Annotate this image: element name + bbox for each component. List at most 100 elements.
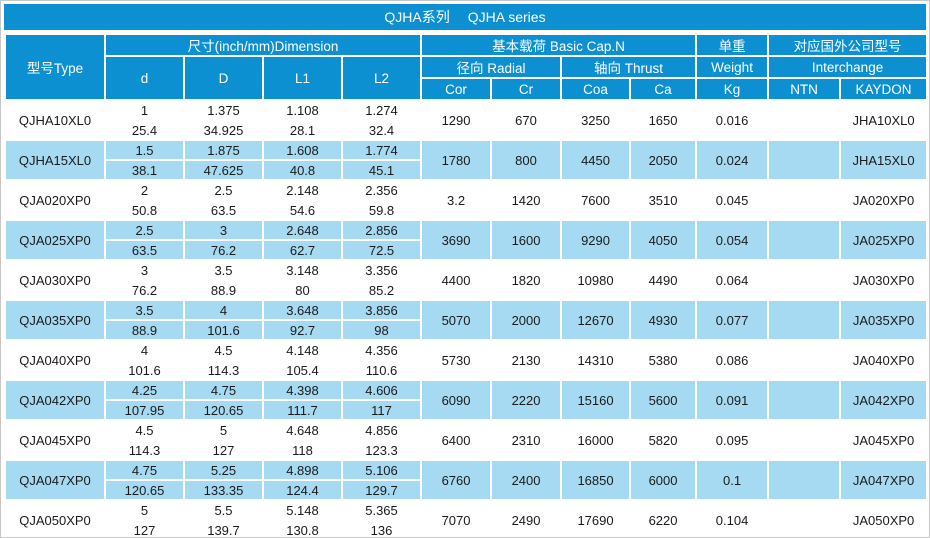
weight-cell: 0.064 (695, 259, 770, 301)
kaydon-cell: JA042XP0 (839, 379, 929, 421)
dim-mm-cell-L2: 98 (340, 319, 423, 341)
cap-cell-ca: 4050 (629, 219, 698, 261)
dim-mm-cell-d: 127 (104, 519, 185, 537)
weight-cell: 0.024 (695, 139, 770, 181)
dim-mm-cell-L1: 92.7 (262, 319, 343, 341)
cap-cell-ca: 2050 (629, 139, 698, 181)
dim-inch-cell-D: 4 (183, 299, 264, 321)
dim-inch-cell-D: 1.875 (183, 139, 264, 161)
cap-cell-coa: 16850 (560, 459, 632, 501)
table-row: QJA042XP0 4.25 4.75 4.398 4.606 6090 2220 15160… (4, 379, 929, 421)
table-row-mm: 25.4 34.925 28.1 32.4 (5, 119, 927, 141)
ntn-cell (767, 139, 842, 181)
dim-mm-cell-L1: 80 (262, 279, 343, 301)
table-row-mm: 107.95 120.65 111.7 117 (5, 399, 927, 421)
col-header-thrust: 轴向 Thrust (560, 55, 698, 79)
dim-mm-cell-d: 50.8 (104, 199, 185, 221)
dim-inch-cell-L1: 4.398 (262, 379, 343, 401)
dim-inch-cell-D: 2.5 (183, 179, 264, 201)
series-title-cn: QJHA系列 (384, 9, 450, 25)
col-header-L1: L1 (262, 55, 343, 101)
cap-cell-coa: 10980 (560, 259, 632, 301)
cap-cell-cr: 800 (490, 139, 563, 181)
table-row: QJA025XP0 2.5 3 2.648 2.856 3690 1600 9290 4050 0… (4, 219, 929, 261)
dim-inch-cell-D: 3.5 (183, 259, 264, 281)
dim-mm-cell-L2: 85.2 (340, 279, 423, 301)
kaydon-cell: JA050XP0 (839, 499, 929, 537)
dim-inch-cell-d: 1.5 (104, 139, 185, 161)
table-row-mm: 120.65 133.35 124.4 129.7 (5, 479, 927, 501)
dim-mm-cell-L1: 28.1 (262, 119, 343, 141)
table-row: QJA050XP0 5 5.5 5.148 5.365 7070 2490 17690 6220… (4, 499, 929, 537)
dim-mm-cell-d: 88.9 (104, 319, 185, 341)
dim-mm-cell-L1: 54.6 (262, 199, 343, 221)
dim-inch-cell-D: 4.5 (183, 339, 264, 361)
dim-mm-cell-L2: 59.8 (340, 199, 423, 221)
ntn-cell (767, 219, 842, 261)
series-title-bar: QJHA系列 QJHA series (4, 4, 926, 30)
dim-inch-cell-L2: 2.356 (340, 179, 423, 201)
col-header-dimension: 尺寸(inch/mm)Dimension (103, 33, 423, 57)
table-row-mm: 38.1 47.625 40.8 45.1 (5, 159, 927, 181)
dim-mm-cell-D: 127 (183, 439, 264, 461)
dim-inch-cell-D: 5 (183, 419, 264, 441)
dim-inch-cell-D: 4.75 (183, 379, 264, 401)
model-cell: QJA042XP0 (4, 379, 106, 421)
table-row: QJHA15XL0 1.5 1.875 1.608 1.774 1780 800 4450 20… (4, 139, 929, 181)
cap-cell-cr: 1420 (490, 179, 563, 221)
table-row-mm: 50.8 63.5 54.6 59.8 (5, 199, 927, 221)
table-row-mm: 127 139.7 130.8 136 (5, 519, 927, 537)
dim-inch-cell-L2: 1.274 (340, 99, 423, 121)
cap-cell-ca: 1650 (629, 99, 698, 141)
dim-mm-cell-d: 120.65 (104, 479, 185, 501)
dim-mm-cell-d: 107.95 (104, 399, 185, 421)
cap-cell-cr: 2490 (490, 499, 563, 537)
ntn-cell (767, 339, 842, 381)
cap-cell-ca: 3510 (629, 179, 698, 221)
col-header-interchange-cn: 对应国外公司型号 (767, 33, 929, 57)
cap-cell-coa: 16000 (560, 419, 632, 461)
kaydon-cell: JA047XP0 (839, 459, 929, 501)
dim-inch-cell-D: 5.5 (183, 499, 264, 521)
cap-cell-coa: 3250 (560, 99, 632, 141)
cap-cell-ca: 6000 (629, 459, 698, 501)
table-row-mm: 114.3 127 118 123.3 (5, 439, 927, 461)
table-row: QJA030XP0 3 3.5 3.148 3.356 4400 1820 10980 4490… (4, 259, 929, 301)
col-header-radial: 径向 Radial (420, 55, 563, 79)
model-cell: QJA047XP0 (4, 459, 106, 501)
dim-inch-cell-L1: 4.648 (262, 419, 343, 441)
kaydon-cell: JA035XP0 (839, 299, 929, 341)
table-row: QJA045XP0 4.5 5 4.648 4.856 6400 2310 16000 5820… (4, 419, 929, 461)
model-cell: QJA035XP0 (4, 299, 106, 341)
table-row: QJA020XP0 2 2.5 2.148 2.356 3.2 1420 7600 3510 0.… (4, 179, 929, 221)
cap-cell-cor: 5730 (420, 339, 493, 381)
dim-inch-cell-L2: 5.106 (340, 459, 423, 481)
cap-cell-cor: 5070 (420, 299, 493, 341)
ntn-cell (767, 99, 842, 141)
dim-mm-cell-d: 63.5 (104, 239, 185, 261)
col-header-d: d (104, 55, 185, 101)
dim-mm-cell-L2: 72.5 (340, 239, 423, 261)
cap-cell-cor: 6090 (420, 379, 493, 421)
table-header: 型号Type 尺寸(inch/mm)Dimension 基本载荷 Basic C… (4, 33, 929, 101)
kaydon-cell: JA025XP0 (839, 219, 929, 261)
cap-cell-cr: 2000 (490, 299, 563, 341)
dim-mm-cell-D: 34.925 (183, 119, 264, 141)
dim-mm-cell-d: 114.3 (104, 439, 185, 461)
dim-inch-cell-L2: 1.774 (340, 139, 423, 161)
dim-inch-cell-L1: 4.898 (262, 459, 343, 481)
dim-inch-cell-L2: 4.606 (340, 379, 423, 401)
cap-cell-cor: 1290 (420, 99, 493, 141)
model-cell: QJHA10XL0 (4, 99, 106, 141)
model-cell: QJA020XP0 (4, 179, 106, 221)
cap-cell-cr: 2310 (490, 419, 563, 461)
dim-mm-cell-L2: 45.1 (340, 159, 423, 181)
dim-inch-cell-L2: 2.856 (340, 219, 423, 241)
col-header-ca: Ca (629, 77, 698, 101)
cap-cell-ca: 5600 (629, 379, 698, 421)
weight-cell: 0.054 (695, 219, 770, 261)
header-row-2: d D L1 L2 径向 Radial 轴向 Thrust Weight Int… (5, 55, 929, 101)
cap-cell-cor: 7070 (420, 499, 493, 537)
dim-inch-cell-D: 1.375 (183, 99, 264, 121)
